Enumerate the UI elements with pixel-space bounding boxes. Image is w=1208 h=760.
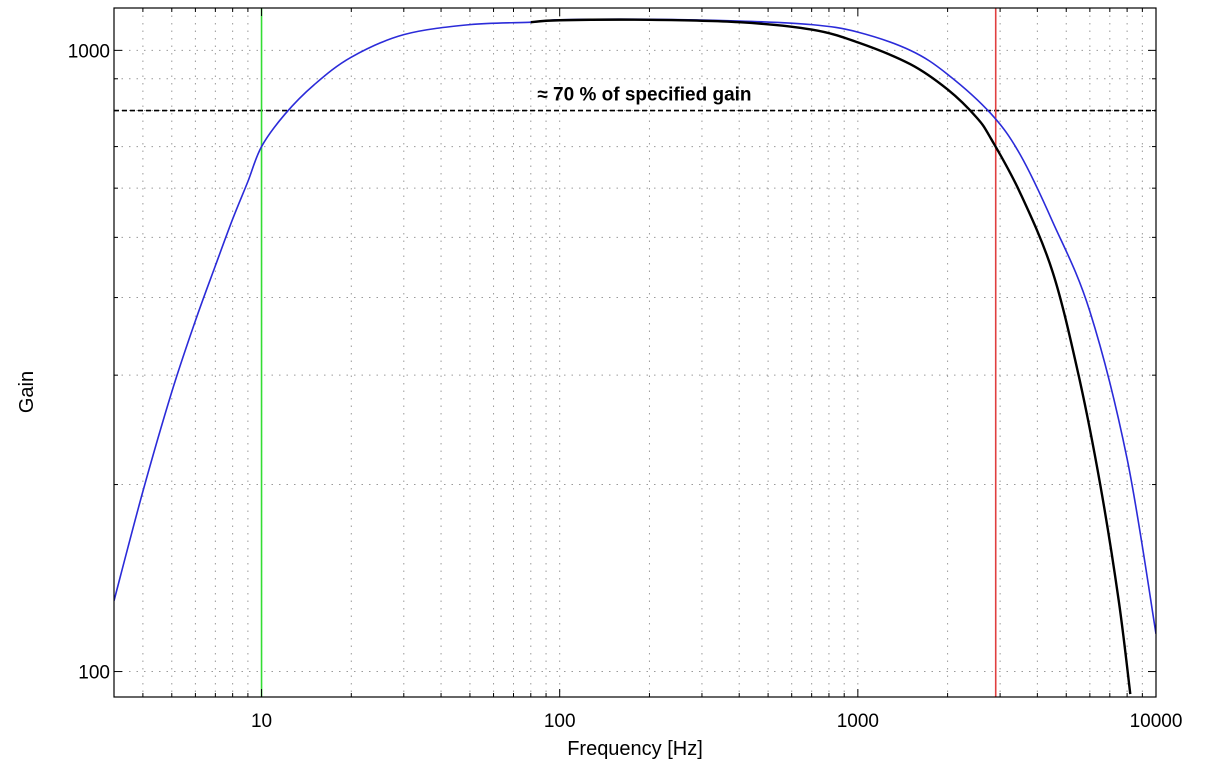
y-tick-label: 100 (78, 663, 110, 684)
reference-lines (114, 8, 1156, 697)
y-tick-label: 1000 (68, 41, 110, 62)
data-series (114, 18, 1156, 695)
x-tick-label: 10 (251, 711, 272, 732)
annotation-70-percent: ≈ 70 % of specified gain (537, 85, 751, 106)
y-axis-title: Gain (16, 371, 38, 413)
x-tick-label: 1000 (837, 711, 879, 732)
axis-ticks: 10 100 1000 10000 100 1000 (68, 8, 1183, 732)
plot-area-frame (113, 7, 1157, 698)
x-axis-title: Frequency [Hz] (567, 738, 703, 760)
black-gain-curve (530, 18, 1132, 695)
x-tick-label: 100 (544, 711, 576, 732)
x-tick-label: 10000 (1130, 711, 1183, 732)
